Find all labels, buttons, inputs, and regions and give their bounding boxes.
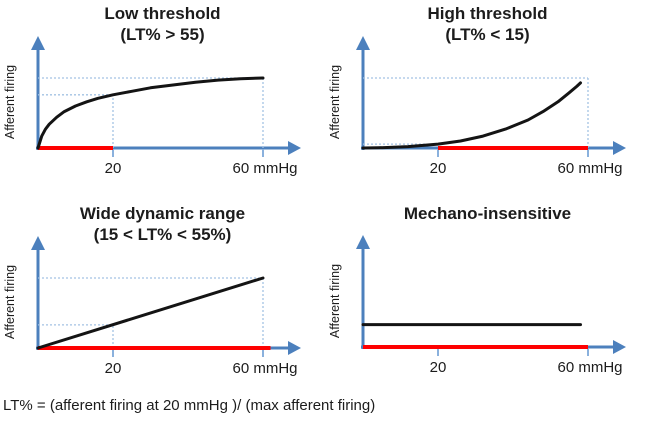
panel-title: High threshold bbox=[427, 4, 548, 23]
dynamic-layer bbox=[36, 76, 265, 157]
response-curve bbox=[361, 80, 582, 149]
dynamic-layer bbox=[361, 323, 589, 357]
response-curve bbox=[36, 76, 265, 149]
panel-title: Wide dynamic range bbox=[79, 204, 246, 223]
panel-subtitle: (15 < LT% < 55%) bbox=[93, 225, 232, 245]
y-axis-arrowhead bbox=[356, 35, 370, 50]
dynamic-layer bbox=[361, 76, 589, 157]
response-curve bbox=[36, 276, 265, 349]
x-axis-arrowhead bbox=[613, 140, 626, 155]
panel-title: Mechano-insensitive bbox=[403, 204, 572, 223]
dynamic-layer bbox=[36, 276, 271, 357]
lt-formula-caption: LT% = (afferent firing at 20 mmHg )/ (ma… bbox=[3, 397, 376, 414]
x-tick-label-20: 20 bbox=[105, 160, 122, 177]
x-axis-arrowhead bbox=[288, 340, 301, 355]
y-axis-label: Afferent firing bbox=[3, 264, 17, 338]
x-axis-arrowhead bbox=[288, 140, 301, 155]
panel-subtitle: (LT% < 15) bbox=[445, 25, 530, 45]
panel-high-threshold: High threshold (LT% < 15) Afferent firin… bbox=[325, 0, 650, 198]
panel-title: Low threshold bbox=[104, 4, 221, 23]
x-tick-label-60: 60 mmHg bbox=[232, 160, 297, 177]
y-axis-arrowhead bbox=[31, 35, 45, 50]
panel-subtitle: (LT% > 55) bbox=[120, 25, 205, 45]
panel-low-threshold: Low threshold (LT% > 55) Afferent firing… bbox=[0, 0, 325, 198]
x-tick-label-20: 20 bbox=[105, 360, 122, 377]
y-axis-label: Afferent firing bbox=[328, 264, 342, 338]
panel-mechano-insensitive: Mechano-insensitive Afferent firing 20 6… bbox=[325, 200, 650, 398]
high-threshold-plot: Afferent firing 20 60 mmHg bbox=[328, 35, 626, 177]
low-threshold-plot: Afferent firing 20 60 mmHg bbox=[3, 35, 301, 177]
x-tick-label-60: 60 mmHg bbox=[232, 360, 297, 377]
panel-wide-dynamic-range: Wide dynamic range (15 < LT% < 55%) Affe… bbox=[0, 200, 325, 398]
y-axis-label: Afferent firing bbox=[3, 64, 17, 138]
x-axis-arrowhead bbox=[613, 340, 626, 355]
wide-dynamic-range-plot: Afferent firing 20 60 mmHg bbox=[3, 235, 301, 377]
x-tick-label-60: 60 mmHg bbox=[557, 160, 622, 177]
mechano-insensitive-plot: Afferent firing 20 60 mmHg bbox=[328, 235, 626, 376]
x-tick-label-60: 60 mmHg bbox=[557, 359, 622, 376]
y-axis-arrowhead bbox=[356, 235, 370, 250]
y-axis-label: Afferent firing bbox=[328, 64, 342, 138]
x-tick-label-20: 20 bbox=[430, 160, 447, 177]
y-axis-arrowhead bbox=[31, 235, 45, 250]
x-tick-label-20: 20 bbox=[430, 359, 447, 376]
